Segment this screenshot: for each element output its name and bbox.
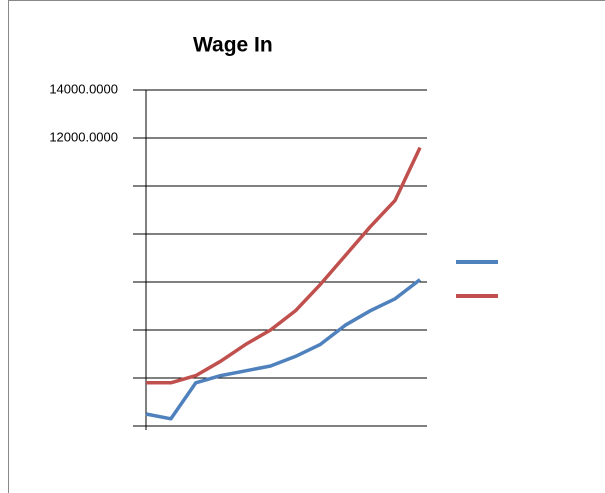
y-tick-label: 14000.0000 [49,81,118,96]
series-line [146,146,422,385]
chart-frame [8,0,605,493]
series-line [145,278,422,421]
chart-title: Wage In [193,34,273,57]
y-tick-label: 12000.0000 [49,129,118,144]
